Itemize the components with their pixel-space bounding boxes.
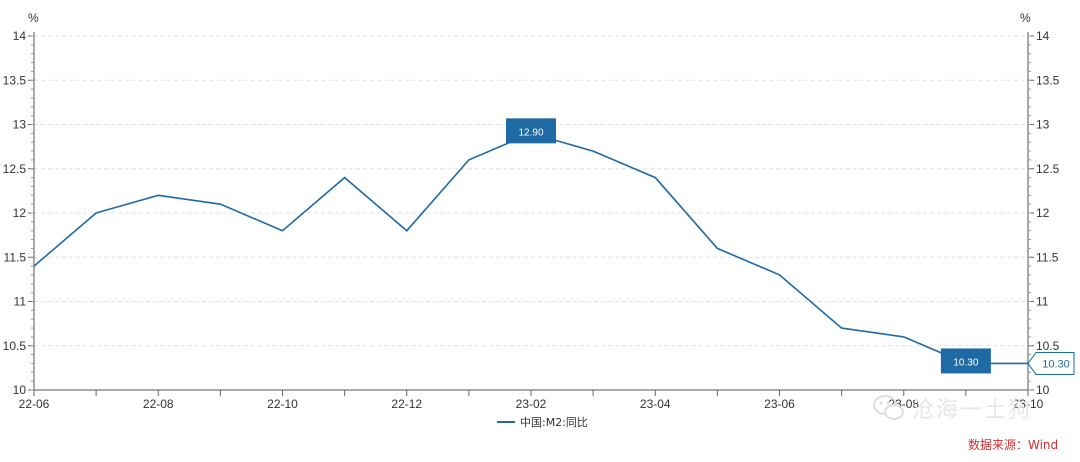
x-tick-label: 23-02 [516, 397, 547, 411]
y-tick-label: 12.5 [3, 162, 27, 176]
grid-lines [34, 35, 1028, 347]
y-tick-label: 11 [1036, 295, 1049, 309]
data-label: 10.30 [953, 357, 978, 368]
y-tick-label: 12.5 [1036, 162, 1060, 176]
watermark-text: 沧海一土狗 [912, 398, 1033, 423]
series-group [33, 132, 1028, 365]
y-tick-label: 10 [1036, 383, 1050, 397]
x-tick-label: 23-04 [640, 397, 671, 411]
y-tick-label: 13.5 [1036, 73, 1060, 87]
y-tick-label: 11.5 [1036, 250, 1059, 264]
y-unit-right: % [1020, 11, 1031, 25]
wechat-icon [873, 395, 904, 420]
end-value-label: 10.30 [1042, 358, 1070, 370]
legend-label: 中国:M2:同比 [520, 416, 588, 429]
axes [33, 32, 1029, 391]
y-tick-label: 11 [14, 295, 27, 309]
y-tick-label: 12 [1036, 206, 1050, 220]
y-tick-label: 12 [13, 206, 27, 220]
y-tick-label: 13.5 [3, 73, 27, 87]
y-axis-right-ticks: 10 10.5 11 11.5 12 12.5 13 13.5 14 [1028, 29, 1060, 397]
data-label: 12.90 [518, 127, 543, 138]
x-tick-label: 22-12 [391, 397, 422, 411]
y-unit-left: % [28, 11, 39, 25]
x-tick-label: 22-08 [143, 397, 174, 411]
x-tick-label: 22-06 [19, 397, 50, 411]
x-tick-label: 23-06 [764, 397, 795, 411]
legend[interactable]: 中国:M2:同比 [497, 414, 588, 430]
data-label-box [506, 118, 556, 144]
series-line [33, 132, 1028, 365]
source-note: 数据来源：Wind [968, 438, 1059, 452]
y-axis-left-ticks: 10 10.5 11 11.5 12 12.5 13 13.5 14 [3, 29, 34, 397]
legend-swatch [497, 421, 515, 423]
x-tick-label: 22-10 [267, 397, 298, 411]
y-tick-label: 10.5 [1036, 339, 1060, 353]
y-tick-label: 13 [13, 118, 27, 132]
y-tick-label: 10.5 [3, 339, 27, 353]
end-value-label-box [1027, 351, 1075, 375]
watermark: 沧海一土狗 [872, 392, 1032, 424]
y-tick-label: 13 [1036, 118, 1050, 132]
y-tick-label: 14 [13, 29, 27, 43]
x-axis-ticks: 22-06 22-08 22-10 22-12 23-02 23-04 23-06 23-08… [19, 390, 1044, 411]
y-tick-label: 14 [1036, 29, 1050, 43]
annotations: 12.90 10.30 10.30 [506, 118, 1075, 375]
y-tick-label: 10 [13, 383, 27, 397]
y-tick-label: 11.5 [4, 250, 27, 264]
data-label-box [940, 348, 991, 374]
x-tick-label: 23-10 [1013, 397, 1044, 411]
